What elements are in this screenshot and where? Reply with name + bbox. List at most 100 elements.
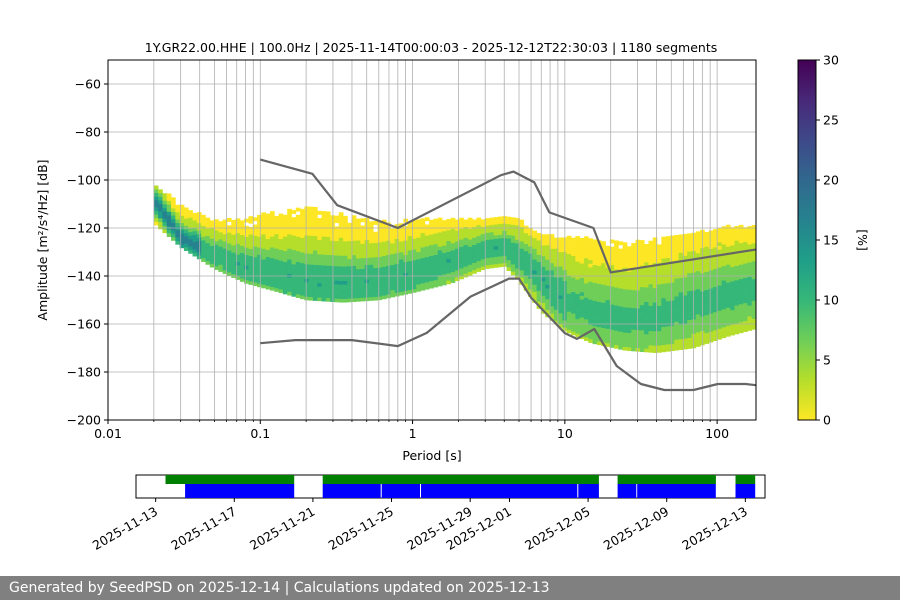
density-cell bbox=[579, 291, 585, 296]
density-cell bbox=[467, 250, 473, 254]
density-cell bbox=[596, 301, 602, 306]
density-cell bbox=[317, 228, 322, 233]
density-cell bbox=[472, 244, 477, 249]
density-cell bbox=[312, 293, 318, 298]
density-cell bbox=[218, 242, 224, 247]
density-cell bbox=[678, 299, 684, 304]
density-cell bbox=[588, 285, 593, 289]
density-cell bbox=[222, 262, 228, 267]
density-cell bbox=[355, 283, 361, 288]
density-cell bbox=[248, 234, 254, 239]
density-cell bbox=[618, 277, 624, 282]
density-cell bbox=[618, 266, 624, 271]
density-cell bbox=[592, 315, 598, 319]
density-cell bbox=[583, 283, 589, 288]
density-cell bbox=[334, 215, 340, 220]
density-cell bbox=[678, 310, 684, 314]
density-cell bbox=[261, 237, 267, 242]
density-cell bbox=[373, 221, 378, 225]
density-cell bbox=[639, 279, 645, 284]
density-cell bbox=[239, 252, 245, 257]
density-cell bbox=[347, 269, 353, 274]
density-cell bbox=[605, 289, 611, 293]
density-cell bbox=[442, 249, 447, 253]
density-cell bbox=[282, 272, 288, 277]
density-cell bbox=[751, 232, 756, 237]
density-cell bbox=[734, 247, 740, 252]
density-cell bbox=[695, 267, 701, 272]
density-cell bbox=[394, 238, 400, 243]
density-cell bbox=[605, 303, 611, 308]
density-cell bbox=[652, 280, 658, 285]
density-cell bbox=[687, 280, 692, 285]
density-cell bbox=[308, 239, 314, 244]
density-cell bbox=[282, 243, 288, 248]
density-cell bbox=[751, 293, 756, 298]
density-cell bbox=[450, 225, 456, 229]
density-cell bbox=[635, 275, 641, 280]
density-cell bbox=[579, 259, 585, 264]
colorbar-tick-label: 5 bbox=[823, 353, 831, 368]
density-cell bbox=[674, 249, 679, 254]
density-cell bbox=[545, 245, 550, 249]
density-cell bbox=[609, 282, 615, 287]
density-cell bbox=[712, 275, 718, 280]
density-cell bbox=[166, 233, 172, 237]
density-cell bbox=[377, 292, 383, 297]
density-cell bbox=[480, 255, 486, 260]
density-cell bbox=[601, 320, 606, 325]
density-cell bbox=[678, 331, 684, 336]
density-cell bbox=[639, 258, 645, 262]
density-cell bbox=[730, 284, 735, 289]
density-cell bbox=[442, 227, 447, 232]
density-cell bbox=[609, 318, 615, 323]
density-cell bbox=[523, 258, 529, 262]
density-cell bbox=[631, 243, 636, 247]
density-cell bbox=[678, 342, 684, 347]
density-cell bbox=[312, 239, 318, 244]
density-cell bbox=[682, 277, 688, 281]
density-cell bbox=[639, 326, 645, 331]
density-cell bbox=[592, 304, 598, 309]
density-cell bbox=[317, 254, 322, 258]
density-cell bbox=[708, 230, 714, 235]
density-cell bbox=[725, 257, 731, 262]
density-cell bbox=[725, 314, 731, 319]
density-cell bbox=[368, 246, 374, 251]
density-cell bbox=[282, 283, 288, 288]
density-cell bbox=[308, 282, 314, 287]
density-cell bbox=[687, 236, 692, 241]
density-cell bbox=[446, 280, 452, 285]
density-cell bbox=[571, 284, 576, 289]
density-cell bbox=[549, 313, 555, 318]
density-cell bbox=[282, 218, 288, 223]
density-cell bbox=[386, 247, 391, 252]
density-cell bbox=[635, 264, 641, 269]
density-cell bbox=[269, 250, 275, 255]
density-cell bbox=[312, 253, 318, 258]
density-cell bbox=[747, 276, 753, 281]
density-cell bbox=[231, 241, 236, 246]
density-cell bbox=[300, 244, 305, 249]
density-cell bbox=[312, 228, 318, 233]
density-cell bbox=[734, 290, 740, 295]
density-cell bbox=[687, 272, 692, 277]
density-cell bbox=[222, 252, 228, 256]
density-cell bbox=[579, 252, 585, 257]
density-cell bbox=[390, 250, 396, 255]
density-cell bbox=[360, 265, 365, 269]
density-cell bbox=[261, 230, 267, 235]
density-cell bbox=[433, 261, 439, 266]
density-cell bbox=[601, 306, 606, 310]
density-cell bbox=[687, 276, 692, 281]
density-cell bbox=[519, 241, 525, 246]
density-cell bbox=[390, 261, 396, 265]
density-cell bbox=[553, 248, 559, 253]
density-cell bbox=[373, 246, 378, 251]
density-cell bbox=[558, 291, 563, 296]
density-cell bbox=[730, 245, 735, 250]
density-cell bbox=[368, 286, 374, 291]
density-cell bbox=[510, 267, 516, 272]
density-cell bbox=[162, 207, 168, 212]
density-cell bbox=[442, 223, 447, 228]
